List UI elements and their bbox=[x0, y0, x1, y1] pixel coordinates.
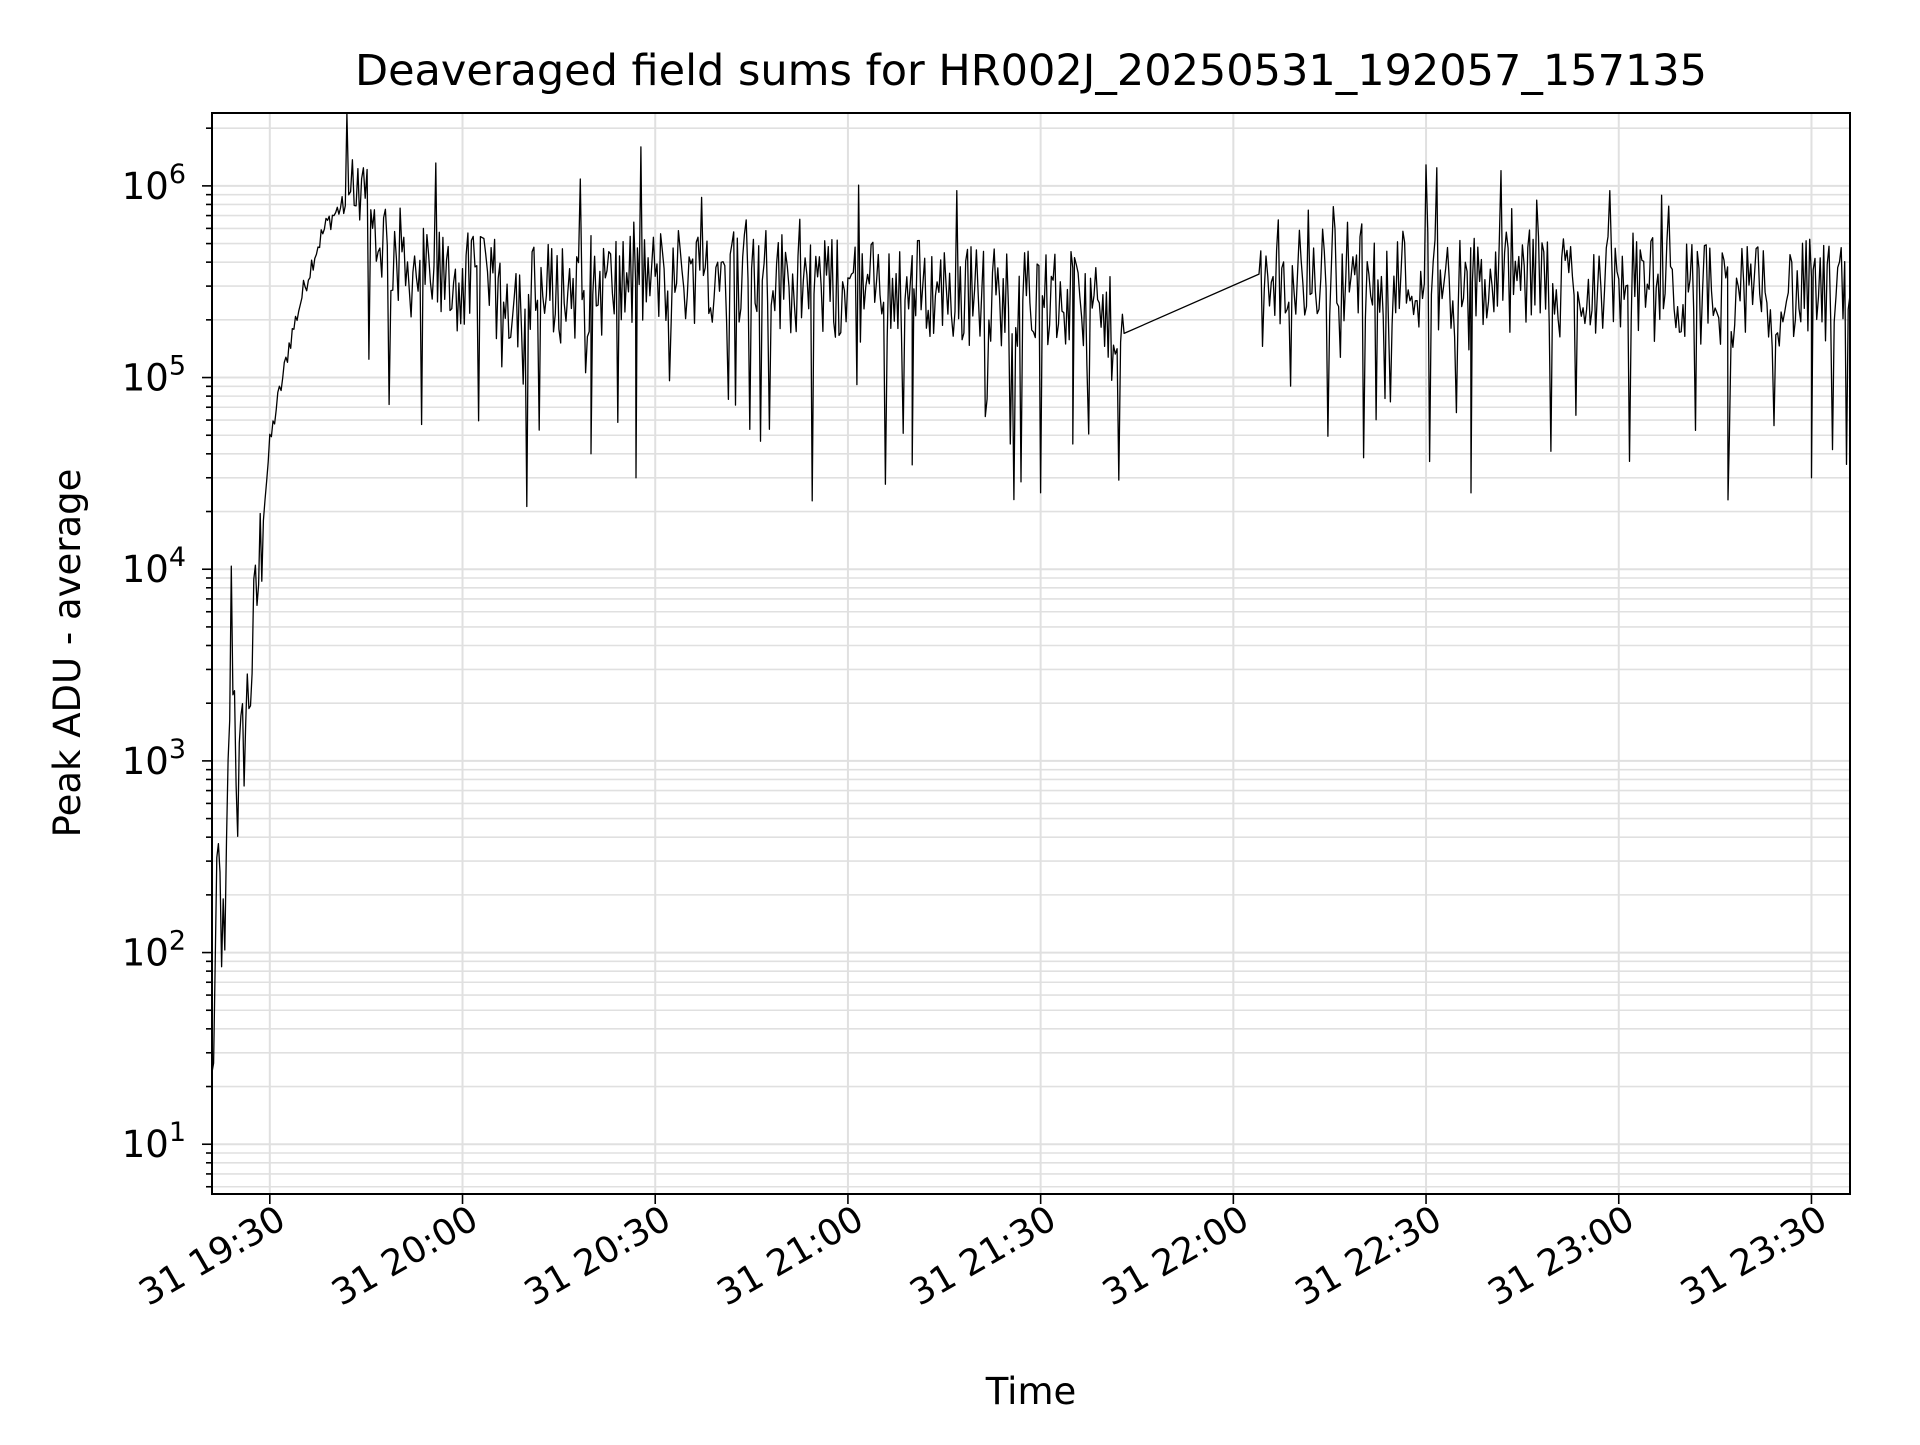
series-layer bbox=[211, 112, 1851, 1073]
y-tick-exponent: 4 bbox=[169, 542, 186, 573]
y-axis-label: Peak ADU - average bbox=[46, 469, 89, 838]
y-tick-exponent: 3 bbox=[169, 734, 186, 765]
chart-title: Deaveraged field sums for HR002J_2025053… bbox=[355, 46, 1707, 96]
y-tick-label: 103 bbox=[122, 734, 186, 783]
y-tick-label: 102 bbox=[122, 926, 186, 975]
y-tick-base: 10 bbox=[122, 165, 169, 208]
y-tick-base: 10 bbox=[122, 932, 169, 975]
grid bbox=[212, 113, 1850, 1194]
y-tick-label: 101 bbox=[122, 1117, 186, 1166]
y-tick-exponent: 5 bbox=[169, 351, 186, 382]
y-tick-base: 10 bbox=[122, 1123, 169, 1166]
y-tick-label: 105 bbox=[122, 351, 186, 400]
series-line bbox=[211, 112, 1851, 1073]
plot-frame bbox=[211, 112, 1851, 1195]
y-tick-exponent: 1 bbox=[169, 1117, 186, 1148]
y-tick-base: 10 bbox=[122, 357, 169, 400]
y-tick-base: 10 bbox=[122, 740, 169, 783]
y-tick-exponent: 6 bbox=[169, 159, 186, 190]
y-tick-exponent: 2 bbox=[169, 926, 186, 957]
x-axis-label: Time bbox=[985, 1370, 1077, 1413]
y-tick-base: 10 bbox=[122, 548, 169, 591]
y-tick-label: 104 bbox=[122, 542, 186, 591]
y-tick-label: 106 bbox=[122, 159, 186, 208]
